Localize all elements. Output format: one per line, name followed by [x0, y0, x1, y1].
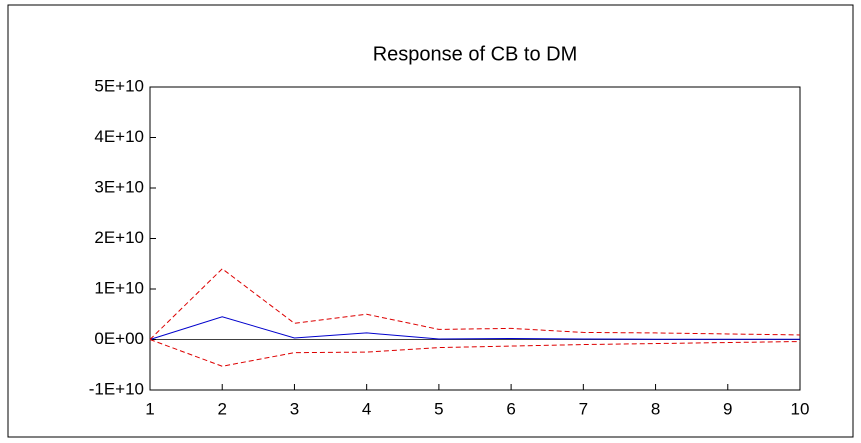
x-tick-label: 4: [362, 399, 371, 418]
x-tick-label: 7: [579, 399, 588, 418]
chart-title: Response of CB to DM: [373, 43, 578, 65]
x-tick-label: 1: [145, 399, 154, 418]
y-tick-label: 2E+10: [94, 228, 144, 247]
y-tick-label: 5E+10: [94, 76, 144, 95]
x-tick-label: 6: [506, 399, 515, 418]
x-tick-label: 2: [217, 399, 226, 418]
y-tick-label: 3E+10: [94, 177, 144, 196]
x-tick-label: 8: [651, 399, 660, 418]
panel-frame: [8, 5, 853, 437]
y-tick-label: 1E+10: [94, 278, 144, 297]
x-tick-label: 3: [290, 399, 299, 418]
y-tick-label: -1E+10: [89, 379, 144, 398]
x-tick-label: 10: [791, 399, 810, 418]
y-tick-label: 0E+00: [94, 329, 144, 348]
x-tick-label: 5: [434, 399, 443, 418]
x-tick-label: 9: [723, 399, 732, 418]
y-tick-label: 4E+10: [94, 127, 144, 146]
chart: Response of CB to DM 5E+10 4E+10 3E+10 2E+1…: [0, 0, 861, 443]
